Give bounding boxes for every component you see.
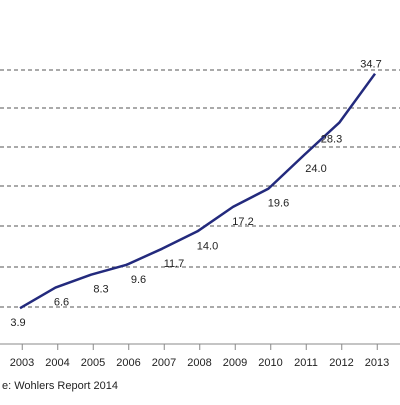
source-note: e: Wohlers Report 2014	[2, 380, 118, 392]
gridlines	[0, 69, 400, 308]
data-label: 34.7	[360, 59, 381, 71]
x-tick-label: 2004	[45, 357, 69, 369]
x-tick-label: 2003	[10, 357, 34, 369]
x-tick-label: 2013	[365, 357, 389, 369]
x-tick-label: 2011	[294, 357, 318, 369]
series-line	[19, 72, 377, 310]
x-tick-label: 2005	[81, 357, 105, 369]
x-tick-label: 2006	[116, 357, 140, 369]
data-label: 8.3	[93, 284, 108, 296]
x-tick-label: 2009	[223, 357, 247, 369]
data-label: 28.3	[321, 133, 342, 145]
x-tick-label: 2010	[258, 357, 282, 369]
data-labels: 3.9 6.6 8.3 9.6 11.7 14.0 17.2 19.6 24.0 28.3 34.7	[10, 59, 381, 330]
x-tick-label: 2008	[187, 357, 211, 369]
x-axis: 2003 2004 2005 2006 2007 2008 2009 2010 2011 2012…	[0, 343, 400, 369]
series-line-layer	[19, 72, 377, 310]
data-label: 17.2	[232, 216, 253, 228]
data-label: 9.6	[131, 274, 146, 286]
data-label: 11.7	[164, 258, 185, 270]
x-tick-label: 2012	[329, 357, 353, 369]
data-label: 6.6	[54, 297, 69, 309]
data-label: 3.9	[10, 317, 25, 329]
data-label: 24.0	[305, 163, 326, 175]
x-tick-label: 2007	[152, 357, 176, 369]
data-label: 19.6	[268, 198, 289, 210]
data-label: 14.0	[197, 240, 218, 252]
